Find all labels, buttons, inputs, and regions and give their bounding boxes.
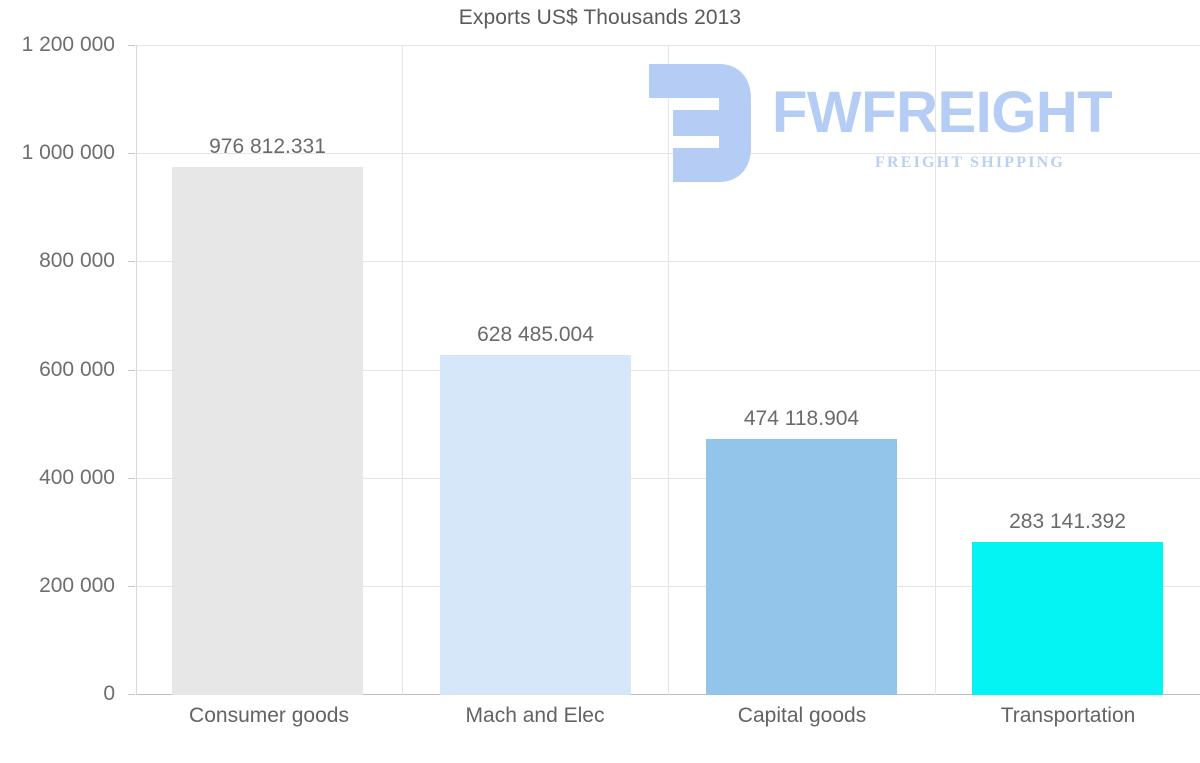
x-axis-label-transportation: Transportation bbox=[1000, 704, 1136, 727]
bar-transportation[interactable] bbox=[972, 542, 1163, 695]
category-divider bbox=[935, 45, 936, 695]
y-axis: 1 200 000 1 000 000 800 000 600 000 400 … bbox=[0, 0, 135, 763]
y-axis-label: 1 200 000 bbox=[21, 33, 115, 56]
y-axis-label: 600 000 bbox=[39, 358, 115, 381]
bar-group-consumer-goods[interactable]: 976 812.331 bbox=[172, 45, 363, 695]
x-axis: Consumer goods Mach and Elec Capital goo… bbox=[136, 700, 1200, 748]
y-axis-tick bbox=[128, 261, 135, 262]
bars-layer: 976 812.331 628 485.004 474 118.904 283 … bbox=[136, 45, 1200, 695]
bar-value-label: 283 141.392 bbox=[1009, 510, 1126, 533]
category-divider bbox=[402, 45, 403, 695]
y-axis-tick bbox=[128, 694, 135, 695]
category-divider bbox=[668, 45, 669, 695]
bar-capital-goods[interactable] bbox=[706, 439, 897, 695]
bar-value-label: 976 812.331 bbox=[209, 135, 326, 158]
bar-group-capital-goods[interactable]: 474 118.904 bbox=[706, 45, 897, 695]
category-divider bbox=[136, 45, 137, 695]
y-axis-label: 800 000 bbox=[39, 249, 115, 272]
y-axis-label: 1 000 000 bbox=[21, 141, 115, 164]
y-axis-tick bbox=[128, 586, 135, 587]
y-axis-label: 0 bbox=[103, 682, 115, 705]
y-axis-tick bbox=[128, 478, 135, 479]
bar-value-label: 628 485.004 bbox=[477, 323, 594, 346]
bar-mach-and-elec[interactable] bbox=[440, 355, 631, 695]
y-axis-tick bbox=[128, 370, 135, 371]
bar-value-label: 474 118.904 bbox=[743, 407, 860, 430]
x-axis-label-mach-and-elec: Mach and Elec bbox=[465, 704, 605, 727]
y-axis-label: 400 000 bbox=[39, 466, 115, 489]
bar-consumer-goods[interactable] bbox=[172, 167, 363, 695]
y-axis-label: 200 000 bbox=[39, 574, 115, 597]
chart-title: Exports US$ Thousands 2013 bbox=[458, 6, 742, 29]
x-axis-label-consumer-goods: Consumer goods bbox=[189, 704, 349, 727]
y-axis-tick bbox=[128, 153, 135, 154]
bar-group-transportation[interactable]: 283 141.392 bbox=[972, 45, 1163, 695]
y-axis-tick bbox=[128, 45, 135, 46]
bar-group-mach-and-elec[interactable]: 628 485.004 bbox=[440, 45, 631, 695]
x-axis-label-capital-goods: Capital goods bbox=[737, 704, 867, 727]
